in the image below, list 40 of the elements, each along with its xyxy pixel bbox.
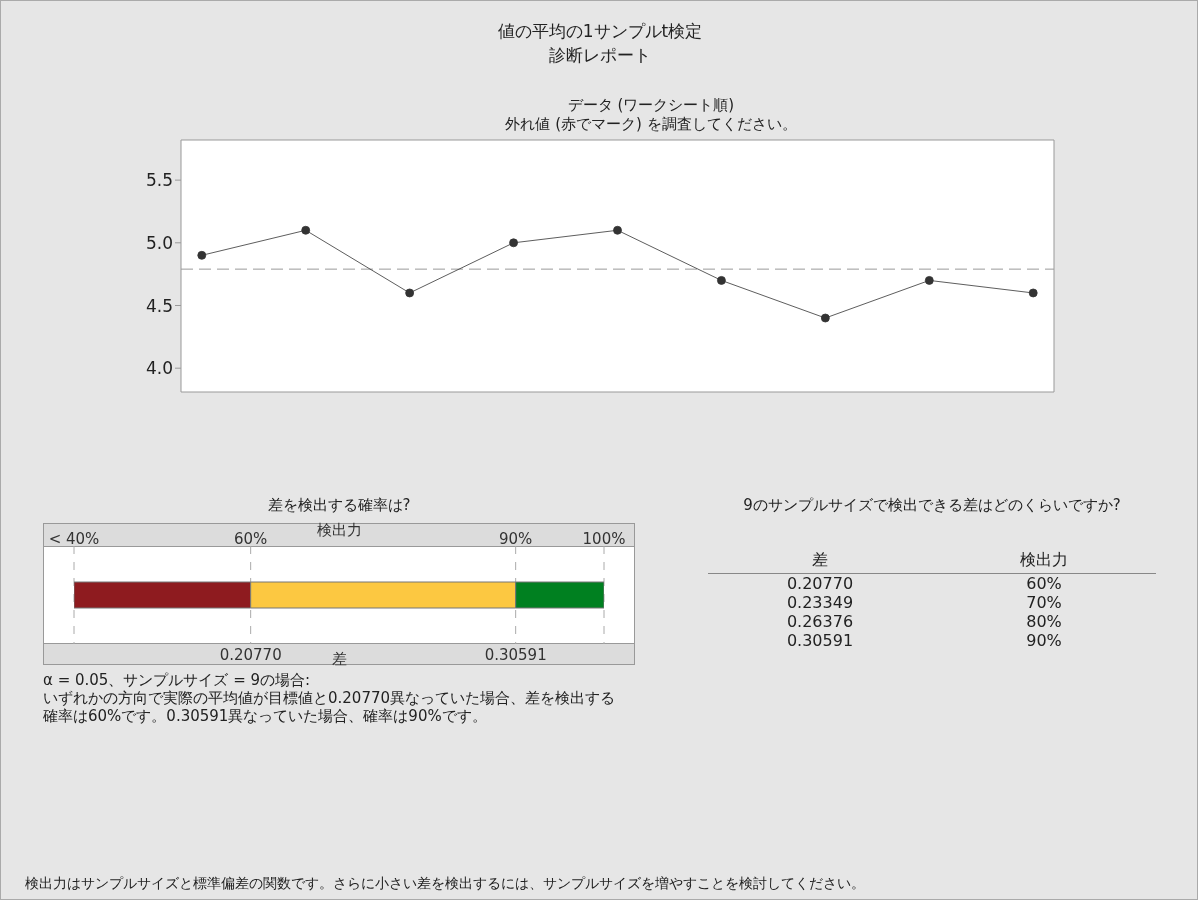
text: 9のサンプルサイズで検出できる差はどのくらいですか? [743, 496, 1121, 514]
category-label: 0.23349 [785, 593, 855, 612]
category-label: 0.26376 [785, 612, 855, 631]
y-tick-label: 5.5 [145, 170, 173, 191]
category-label: 0.20770 [785, 573, 855, 593]
y-tick-label: 4.5 [145, 295, 173, 316]
chart-subtitle: 外れ値 (赤でマーク) を調査してください。 [505, 115, 797, 133]
x-tick-label: 100% [582, 530, 626, 548]
text: 検出力 [1020, 550, 1068, 569]
data-label: 60% [1025, 573, 1063, 593]
text: 値の平均の1サンプルt検定 [497, 21, 703, 41]
data-label: 80% [1025, 612, 1063, 631]
y-tick-label: 4.0 [145, 358, 173, 379]
y-tick-label: 5.0 [145, 232, 173, 253]
x-tick-label: 90% [498, 530, 533, 548]
point [301, 225, 311, 235]
text: α = 0.05、サンプルサイズ = 9の場合: [43, 671, 311, 689]
data-label: 90% [1025, 631, 1063, 650]
point [1028, 288, 1038, 298]
text: 差 [812, 550, 828, 569]
text: 診断レポート [549, 45, 651, 65]
x-axis-title: 検出力 [316, 521, 362, 539]
point [509, 238, 518, 248]
text: 検出力はサンプルサイズと標準偏差の関数です。さらに小さい差を検出するには、サンプルサイズを増やすことを検討してください。 [25, 875, 865, 891]
data-label: 70% [1025, 593, 1063, 612]
text: 差 [331, 650, 347, 668]
point [717, 276, 726, 285]
point [197, 250, 207, 260]
point [613, 225, 622, 235]
x-tick-label: < 40% [48, 530, 100, 548]
category-label: 0.30591 [785, 631, 855, 650]
chart-title: 差を検出する確率は? [267, 496, 411, 514]
text: いずれかの方向で実際の平均値が目標値と0.20770異なっていた場合、差を検出する確率は60%です。0.30591異なっていた場合、確率は90%です。 [43, 689, 616, 725]
point [405, 288, 415, 298]
chart-title: データ (ワークシート順) [567, 96, 735, 114]
text: 0.20770 [219, 646, 282, 664]
point [820, 313, 830, 323]
text: 0.30591 [484, 646, 547, 664]
point [924, 276, 934, 285]
x-tick-label: 60% [233, 530, 268, 548]
